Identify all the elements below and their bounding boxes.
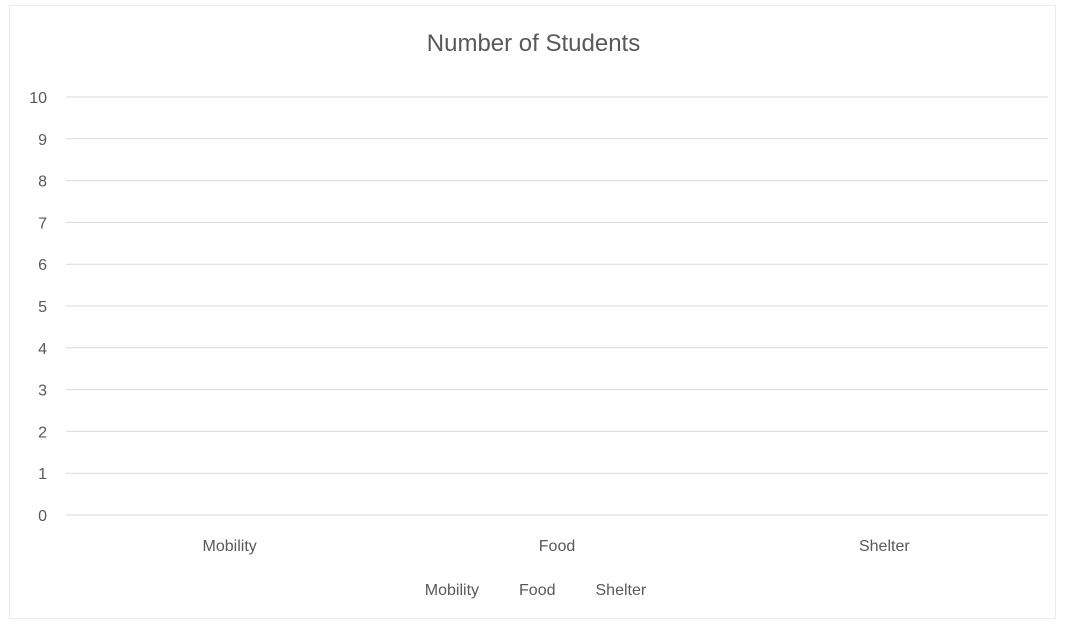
y-tick-label: 4 — [38, 341, 47, 358]
chart-title: Number of Students — [426, 30, 641, 57]
x-tick-label: Food — [539, 538, 575, 555]
y-tick-label: 6 — [38, 257, 47, 274]
y-tick-label: 5 — [38, 299, 47, 316]
y-tick-label: 1 — [38, 466, 47, 483]
x-tick-label: Shelter — [859, 538, 910, 555]
chart-legend: Mobility Food Shelter — [0, 582, 1067, 600]
y-tick-label: 0 — [38, 508, 47, 525]
y-tick-label: 9 — [38, 132, 47, 149]
legend-label: Mobility — [424, 582, 480, 599]
legend-item: Shelter — [592, 582, 647, 600]
chart-area — [9, 5, 1056, 619]
y-tick-label: 7 — [38, 215, 47, 232]
y-tick-label: 3 — [38, 383, 47, 400]
legend-item: Mobility — [421, 582, 479, 600]
y-tick-label: 10 — [29, 90, 47, 107]
legend-label: Shelter — [595, 582, 647, 599]
y-tick-label: 2 — [38, 424, 47, 441]
y-tick-label: 8 — [38, 174, 47, 191]
legend-item: Food — [515, 582, 555, 600]
x-tick-label: Mobility — [203, 538, 257, 555]
legend-label: Food — [519, 582, 556, 599]
